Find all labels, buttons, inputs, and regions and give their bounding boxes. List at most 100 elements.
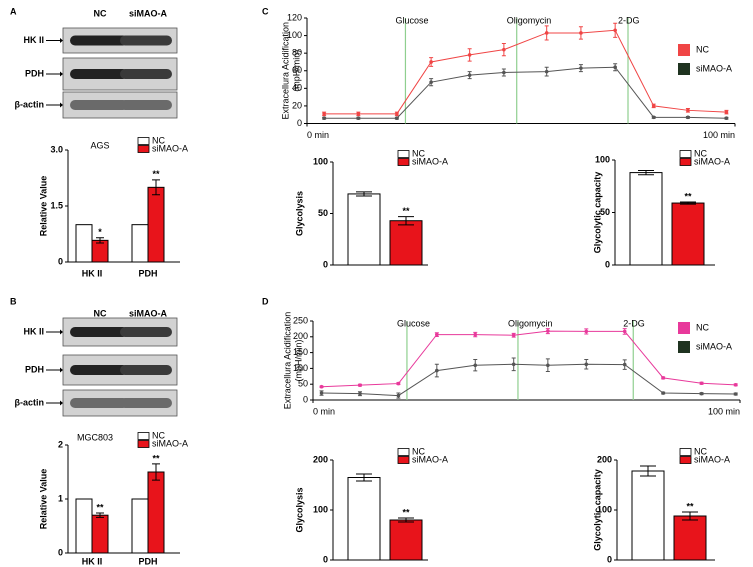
significance: ** [152,169,160,179]
y-tick-label: 200 [597,454,612,464]
y-axis-label: Extracellura Acidification [280,22,290,120]
chart-title: MGC803 [77,432,113,442]
y-tick-label: 100 [287,30,302,40]
y-tick-label: 100 [597,504,612,514]
legend-swatch [137,145,150,153]
blot-row-label: PDH [25,364,44,374]
data-point [651,115,656,120]
error-bar [96,512,104,518]
data-point [613,28,617,33]
data-point [467,73,472,77]
data-point [651,104,656,108]
y-tick-label: 0 [323,554,328,564]
legend-label: siMAO-A [152,143,188,153]
data-point [579,31,583,35]
legend-label: siMAO-A [696,341,732,351]
y-tick-label: 2 [58,439,63,449]
blot-arrow-head [60,400,63,406]
data-point [584,329,589,334]
legend-swatch [397,150,410,158]
data-point [356,116,361,121]
blot-band [70,327,128,337]
y-axis-label: Relative Value [38,469,48,530]
y-tick-label: 50 [298,379,308,389]
bar [389,519,423,561]
legend-swatch [678,44,690,56]
legend-label: siMAO-A [412,454,448,464]
data-point [733,392,738,396]
bar [671,202,705,266]
y-tick-label: 3.0 [50,144,63,154]
lane-label: siMAO-A [129,8,168,18]
error-bar [152,179,160,196]
y-axis-label: Glycolysis [294,191,304,236]
x-tick-label: HK II [82,556,103,566]
significance: ** [684,191,692,201]
data-point [511,333,516,338]
data-point [511,362,516,367]
y-tick-label: 0 [605,259,610,269]
legend-swatch [137,440,150,448]
data-point [396,393,401,398]
y-tick-label: 0 [58,547,63,557]
legend-swatch [679,150,692,158]
y-tick-label: 100 [595,154,610,164]
data-point [699,391,704,396]
significance: ** [96,502,104,512]
y-tick-label: 1 [58,493,63,503]
y-axis-label: Glycolysis [294,487,304,532]
legend-label: NC [152,135,165,145]
significance: ** [686,501,694,511]
data-point [544,31,549,35]
error-bar [356,473,372,482]
significance: ** [402,206,410,216]
legend-swatch [679,456,692,464]
panel-label: A [10,6,17,16]
data-point [429,60,433,64]
legend-swatch [397,448,410,456]
blot-arrow-head [60,367,63,373]
error-bar [398,517,414,523]
legend-swatch [397,158,410,166]
panel-label: C [262,6,269,16]
y-tick-label: 40 [292,83,302,93]
y-tick-label: 150 [293,347,308,357]
legend-swatch [137,432,150,440]
legend-swatch [679,448,692,456]
y-tick-label: 100 [293,363,308,373]
error-bar [356,191,372,197]
legend-label: siMAO-A [412,156,448,166]
blot-row-label: HK II [23,35,44,45]
y-tick-label: 120 [287,12,302,22]
y-tick-label: 0 [303,394,308,404]
x-tick-label: 0 min [313,406,335,416]
legend-label: NC [696,44,709,54]
legend-label: siMAO-A [152,438,188,448]
data-point [622,329,627,334]
event-label: 2-DG [618,15,640,25]
data-point [322,112,326,116]
data-point [661,391,665,395]
x-tick-label: 0 min [307,130,329,140]
legend-label: siMAO-A [694,454,730,464]
bar [673,515,707,561]
y-axis-label: Glycolytic capacity [592,172,602,254]
blot-row-label: β-actin [15,99,45,109]
legend-swatch [678,63,690,75]
chart-title: AGS [90,140,109,150]
blot-band [120,365,172,375]
data-point [661,376,665,380]
data-point [502,47,506,52]
y-tick-label: 200 [313,454,328,464]
data-point [724,110,729,114]
bar [91,239,109,263]
y-tick-label: 0 [58,256,63,266]
data-point [467,53,472,57]
y-tick-label: 0 [297,118,302,128]
y-axis-label: Extracellura Acidification [282,312,292,410]
bar [629,172,663,266]
legend-swatch [397,456,410,464]
bar [147,471,165,554]
